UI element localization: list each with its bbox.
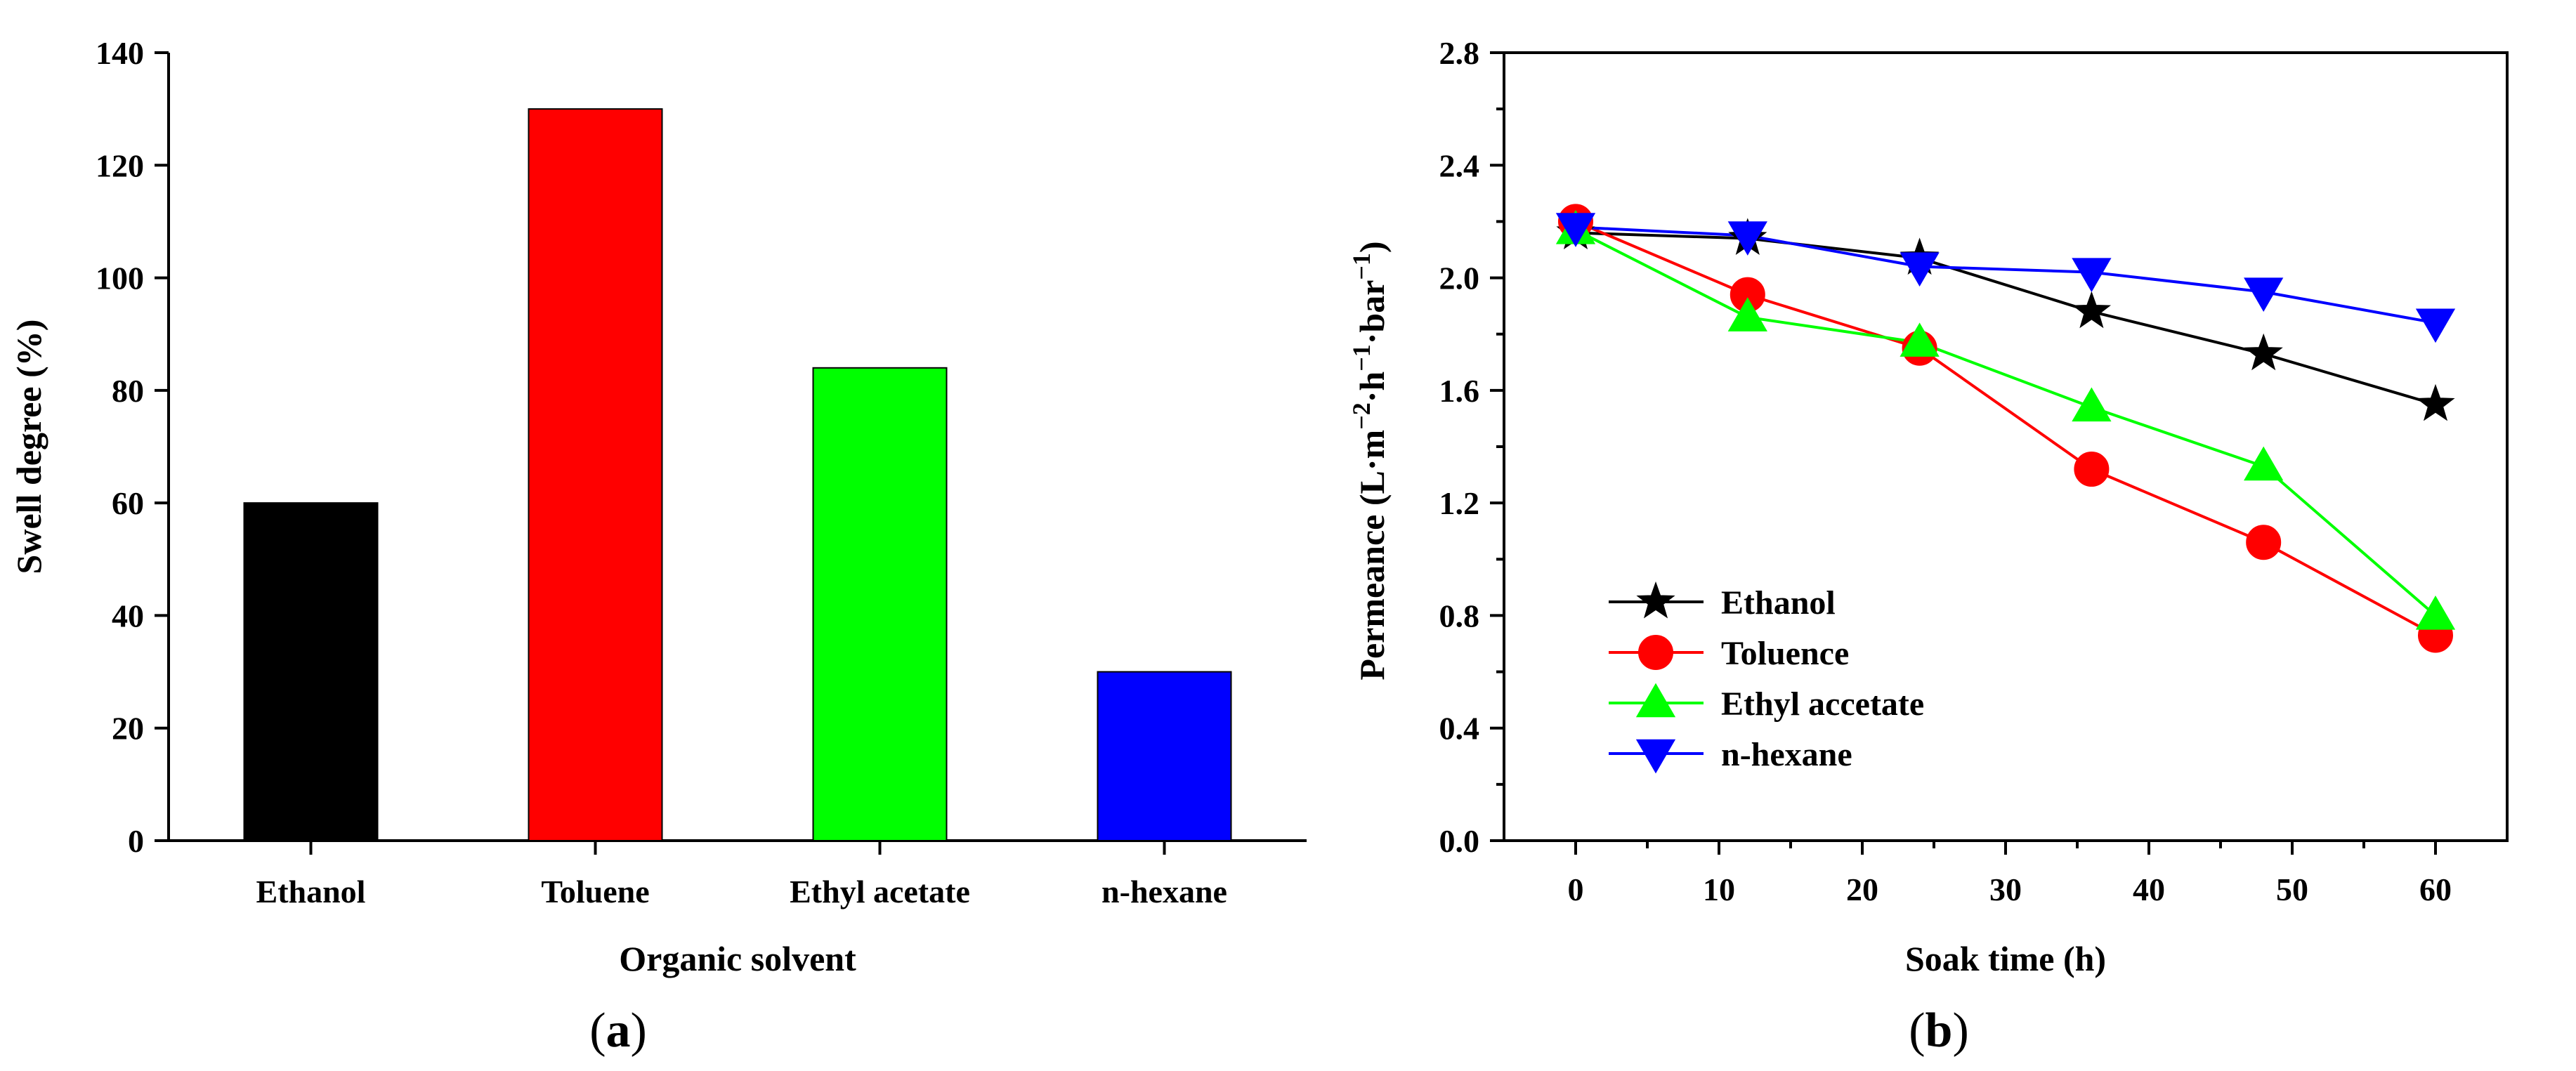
panel-a-letter: a (606, 1004, 631, 1058)
data-point (2415, 596, 2456, 630)
line-x-tick-label: 60 (2419, 872, 2452, 907)
data-point (2244, 446, 2284, 481)
legend-marker (1635, 683, 1676, 718)
data-point (2072, 291, 2112, 329)
line-chart-panel: 0.0 0.4 0.8 1.2 1.6 2.0 2.4 2.8 0 10 20 30 40 50 60 Eth… (1347, 35, 2509, 978)
line-y-tick-label: 2.8 (1439, 35, 1480, 71)
line-x-tick-label: 10 (1703, 872, 1735, 907)
data-point (2072, 387, 2112, 422)
y-axis-title-text: ·bar (1352, 280, 1392, 345)
bar-x-tick-label: n-hexane (1101, 874, 1227, 909)
bar (243, 502, 379, 842)
data-point (1727, 221, 1767, 256)
data-point (1555, 213, 1596, 247)
line-y-tick-label: 0.8 (1439, 598, 1480, 633)
legend-marker (1638, 635, 1673, 670)
data-point (2244, 277, 2284, 313)
bar-y-axis-title: Swell degree (%) (9, 320, 48, 574)
data-point (2074, 452, 2110, 487)
line-x-axis-title: Soak time (h) (1905, 939, 2106, 978)
panel-b-label: (b) (1909, 1004, 1969, 1058)
line-x-tick-label: 40 (2133, 872, 2165, 907)
bar-x-axis-title: Organic solvent (619, 939, 856, 978)
panel-labels: (a) (b) (589, 1004, 1969, 1058)
line-y-tick-label: 2.0 (1439, 261, 1480, 296)
bar-y-tick-label: 140 (96, 35, 144, 71)
legend-label: n-hexane (1721, 736, 1852, 773)
legend-marker (1635, 739, 1676, 774)
data-point (2416, 383, 2455, 421)
bar-y-tick-label: 120 (96, 147, 144, 183)
legend-label: Ethanol (1721, 584, 1836, 622)
bar-x-tick-label: Ethanol (256, 874, 366, 909)
legend-marker (1636, 581, 1675, 619)
data-point (2415, 308, 2456, 343)
line-y-tick-label: 0.0 (1439, 823, 1480, 859)
panel-a-label: (a) (589, 1004, 647, 1058)
bar-x-tick-label: Toluene (541, 874, 649, 909)
bar (1097, 671, 1232, 841)
line-y-axis-title: Permeance (L·m−2·h−1·bar−1) (1347, 241, 1392, 680)
bar-y-tick-label: 20 (112, 711, 144, 747)
bar (528, 108, 663, 842)
line-y-tick-label: 1.2 (1439, 485, 1480, 521)
line-x-tick-label: 20 (1846, 872, 1878, 907)
bar (812, 367, 948, 841)
bar-y-tick-label: 60 (112, 485, 144, 521)
series-line (1575, 220, 2436, 637)
y-axis-title-text: ·h (1352, 372, 1392, 403)
line-plot-frame (1503, 51, 2509, 842)
data-point (2072, 258, 2112, 292)
y-axis-title-text: ) (1352, 241, 1392, 253)
series-line (1575, 225, 2436, 324)
y-axis-title-superscript: −2 (1347, 402, 1375, 430)
data-point (2244, 333, 2283, 371)
line-y-tick-label: 0.4 (1439, 711, 1480, 747)
legend-label: Ethyl accetate (1721, 685, 1924, 723)
series-line (1575, 231, 2436, 406)
line-y-tick-label: 2.4 (1439, 147, 1480, 183)
line-y-tick-label: 1.6 (1439, 373, 1480, 409)
line-x-tick-label: 30 (1989, 872, 2022, 907)
legend-label: Toluence (1721, 635, 1849, 672)
bar-y-tick-label: 80 (112, 373, 144, 409)
panel-b-letter: b (1926, 1004, 1953, 1058)
y-axis-title-superscript: −1 (1347, 253, 1375, 280)
bar-chart-panel: 0 20 40 60 80 100 120 140 Ethanol Toluene Ethyl ac… (9, 35, 1307, 978)
data-point (1727, 297, 1767, 331)
data-point (2246, 525, 2282, 560)
bar-y-tick-label: 0 (128, 823, 144, 859)
data-point (1900, 252, 1940, 287)
line-x-tick-label: 50 (2276, 872, 2308, 907)
data-point (1900, 322, 1940, 357)
y-axis-title-text: Permeance (L·m (1352, 430, 1392, 681)
bar-y-tick-label: 40 (112, 598, 144, 633)
line-x-tick-label: 0 (1568, 872, 1584, 907)
bar-x-tick-label: Ethyl acetate (790, 874, 970, 909)
bar-y-tick-label: 100 (96, 261, 144, 296)
series-line (1575, 228, 2437, 617)
y-axis-title-superscript: −1 (1347, 344, 1375, 372)
